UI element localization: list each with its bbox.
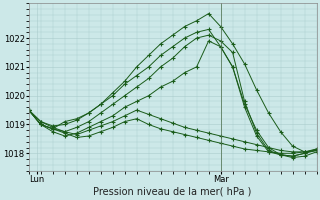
X-axis label: Pression niveau de la mer( hPa ): Pression niveau de la mer( hPa ) <box>93 187 252 197</box>
